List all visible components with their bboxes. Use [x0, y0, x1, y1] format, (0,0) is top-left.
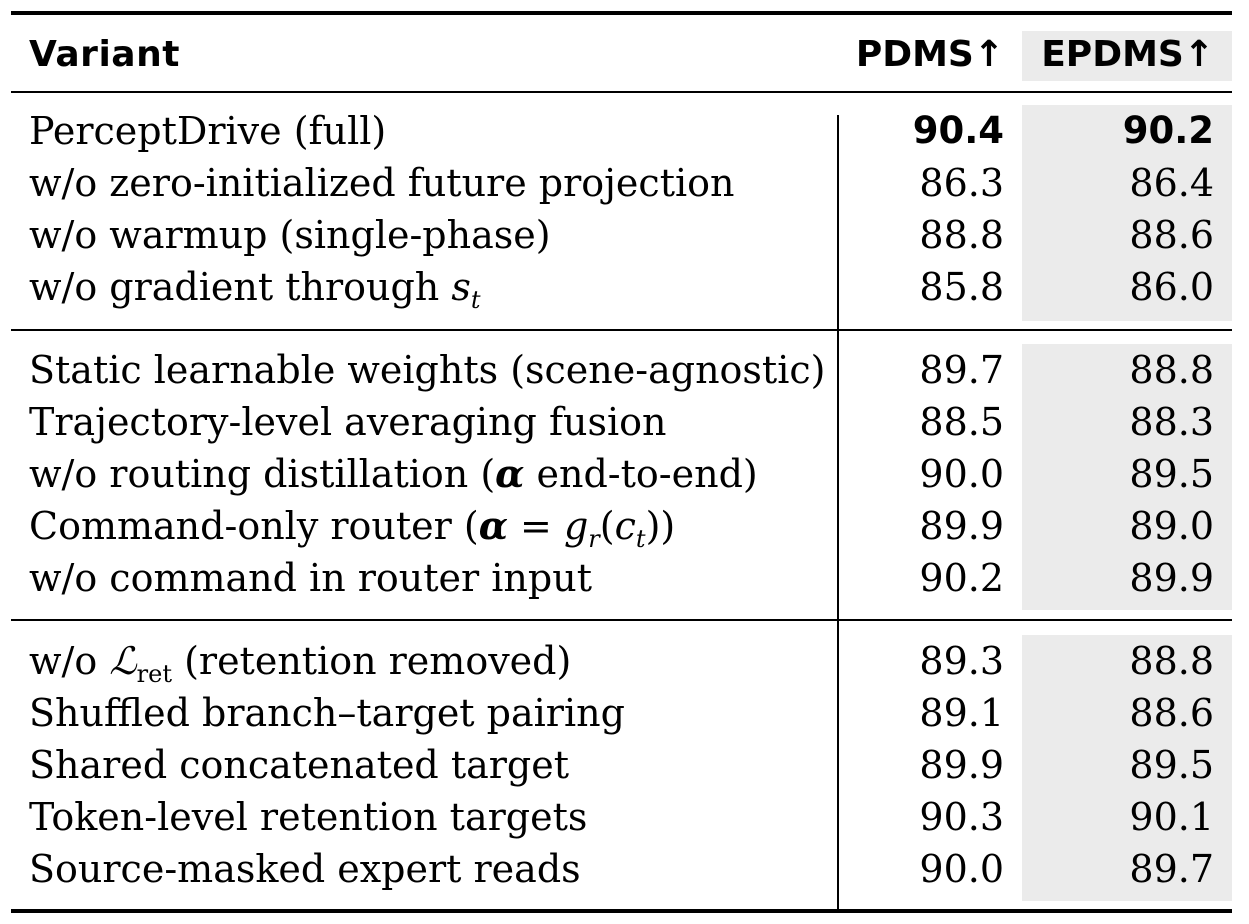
- table-row: w/o ℒret (retention removed) 89.3 88.8: [11, 635, 1232, 688]
- math-symbol-L: ℒ: [109, 639, 137, 683]
- header-variant: Variant: [29, 34, 180, 75]
- variant-text: end-to-end): [524, 452, 758, 496]
- header-pdms: PDMS↑: [855, 34, 1004, 75]
- table-row: w/o warmup (single-phase) 88.8 88.6: [11, 209, 1232, 261]
- variant-text: Command-only router (: [29, 504, 479, 548]
- math-symbol-s: s: [451, 265, 471, 309]
- math-subscript-ret: ret: [136, 660, 172, 688]
- table-row: Shared concatenated target 89.9 89.5: [11, 739, 1232, 791]
- epdms-cell: 89.0: [1129, 504, 1214, 548]
- pdms-cell: 89.1: [919, 691, 1004, 735]
- bottom-rule: [11, 909, 1232, 913]
- epdms-group2-shade: [1022, 344, 1232, 610]
- pdms-cell: 89.9: [919, 743, 1004, 787]
- epdms-group3-shade: [1022, 635, 1232, 901]
- epdms-cell: 90.1: [1129, 795, 1214, 839]
- math-symbol-alpha: α: [478, 503, 508, 548]
- variant-text: w/o gradient through: [29, 265, 452, 309]
- variant-cell: Source-masked expert reads: [29, 847, 581, 891]
- epdms-cell: 89.7: [1129, 847, 1214, 891]
- variant-cell: w/o ℒret (retention removed): [29, 635, 572, 688]
- variant-text: (retention removed): [172, 639, 572, 683]
- math-symbol-g: g: [563, 504, 589, 548]
- table-row: w/o gradient through st 85.8 86.0: [11, 261, 1232, 314]
- variant-text: w/o routing distillation (: [29, 452, 496, 496]
- variant-cell: w/o gradient through st: [29, 261, 481, 314]
- table-row: PerceptDrive (full) 90.4 90.2: [11, 105, 1232, 157]
- epdms-cell: 89.5: [1129, 743, 1214, 787]
- epdms-header-shade: [1022, 31, 1232, 81]
- ablation-table: Variant PDMS↑ EPDMS↑ PerceptDrive (full)…: [11, 11, 1232, 913]
- pdms-cell: 86.3: [919, 161, 1004, 205]
- pdms-cell: 90.0: [919, 847, 1004, 891]
- column-divider: [837, 115, 839, 913]
- pdms-cell: 90.0: [919, 452, 1004, 496]
- variant-cell: Shared concatenated target: [29, 743, 570, 787]
- math-paren: )): [645, 504, 676, 548]
- variant-cell: w/o warmup (single-phase): [29, 213, 551, 257]
- math-subscript-r: r: [588, 525, 600, 553]
- pdms-cell: 90.4: [912, 109, 1004, 152]
- header-rule: [11, 91, 1232, 93]
- math-symbol-alpha: α: [495, 451, 525, 496]
- math-symbol-c: c: [614, 504, 636, 548]
- table-row: w/o routing distillation (α end-to-end) …: [11, 448, 1232, 500]
- table-row: Static learnable weights (scene-agnostic…: [11, 344, 1232, 396]
- epdms-cell: 89.9: [1129, 556, 1214, 600]
- table-row: Trajectory-level averaging fusion 88.5 8…: [11, 396, 1232, 448]
- math-paren: (: [599, 504, 615, 548]
- pdms-cell: 89.3: [919, 639, 1004, 683]
- pdms-cell: 89.9: [919, 504, 1004, 548]
- variant-text: w/o: [29, 639, 110, 683]
- epdms-cell: 86.0: [1129, 265, 1214, 309]
- epdms-cell: 88.6: [1129, 691, 1214, 735]
- epdms-group1-shade: [1022, 105, 1232, 321]
- epdms-cell: 88.3: [1129, 400, 1214, 444]
- epdms-cell: 90.2: [1122, 109, 1214, 152]
- pdms-cell: 90.3: [919, 795, 1004, 839]
- pdms-cell: 85.8: [919, 265, 1004, 309]
- group-rule-1: [11, 329, 1232, 331]
- epdms-cell: 86.4: [1129, 161, 1214, 205]
- math-subscript-t: t: [635, 525, 646, 553]
- variant-cell: Trajectory-level averaging fusion: [29, 400, 667, 444]
- group-rule-2: [11, 619, 1232, 621]
- table-row: Shuffled branch–target pairing 89.1 88.6: [11, 687, 1232, 739]
- top-rule: [11, 11, 1232, 15]
- variant-cell: Command-only router (α = gr(ct)): [29, 500, 676, 553]
- variant-cell: PerceptDrive (full): [29, 109, 387, 153]
- table-row: Token-level retention targets 90.3 90.1: [11, 791, 1232, 843]
- header-epdms: EPDMS↑: [1041, 34, 1214, 75]
- table-row: Source-masked expert reads 90.0 89.7: [11, 843, 1232, 895]
- table-row: w/o command in router input 90.2 89.9: [11, 552, 1232, 604]
- variant-cell: w/o routing distillation (α end-to-end): [29, 448, 758, 500]
- epdms-cell: 89.5: [1129, 452, 1214, 496]
- variant-cell: w/o command in router input: [29, 556, 592, 600]
- table-row: w/o zero-initialized future projection 8…: [11, 157, 1232, 209]
- pdms-cell: 90.2: [919, 556, 1004, 600]
- epdms-cell: 88.8: [1129, 348, 1214, 392]
- variant-cell: Token-level retention targets: [29, 795, 588, 839]
- table-row: Command-only router (α = gr(ct)) 89.9 89…: [11, 500, 1232, 553]
- variant-cell: Shuffled branch–target pairing: [29, 691, 625, 735]
- epdms-cell: 88.6: [1129, 213, 1214, 257]
- epdms-cell: 88.8: [1129, 639, 1214, 683]
- math-equals: =: [507, 504, 564, 548]
- pdms-cell: 88.5: [919, 400, 1004, 444]
- variant-cell: w/o zero-initialized future projection: [29, 161, 735, 205]
- math-subscript-t: t: [470, 286, 481, 314]
- variant-cell: Static learnable weights (scene-agnostic…: [29, 348, 826, 392]
- pdms-cell: 89.7: [919, 348, 1004, 392]
- pdms-cell: 88.8: [919, 213, 1004, 257]
